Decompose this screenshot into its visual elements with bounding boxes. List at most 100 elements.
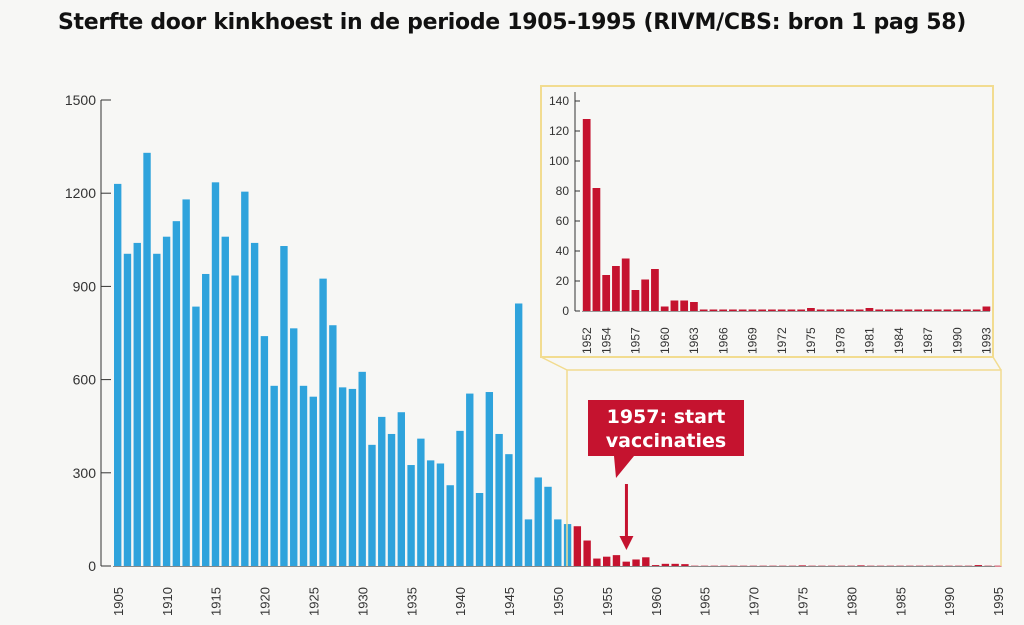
- bar-1957: [622, 561, 630, 566]
- bar-1914: [202, 273, 210, 566]
- bar-1959: [642, 557, 650, 566]
- inset-y-tick-label: 80: [556, 184, 570, 198]
- bar-1916: [221, 236, 229, 566]
- inset-bar-1987: [924, 309, 932, 311]
- inset-y-tick-label: 40: [556, 244, 570, 258]
- bar-1956: [612, 555, 621, 566]
- inset-bar-1952: [582, 119, 591, 311]
- y-tick-label: 900: [73, 278, 97, 294]
- x-tick-label: 1955: [600, 587, 615, 616]
- inset-bar-1971: [768, 309, 776, 311]
- inset-bar-1988: [933, 309, 942, 311]
- x-tick-label: 1930: [355, 587, 370, 616]
- bar-1939: [446, 485, 454, 566]
- bar-1948: [534, 477, 542, 566]
- x-tick-label: 1905: [111, 587, 126, 616]
- bar-1923: [290, 328, 298, 566]
- bar-1931: [368, 444, 376, 566]
- bar-1947: [524, 519, 533, 566]
- bar-1926: [319, 278, 327, 566]
- inset-bar-1978: [836, 309, 845, 311]
- inset-x-tick-label: 1981: [863, 327, 877, 354]
- bar-1953: [583, 540, 591, 566]
- vaccination-callout: 1957: start vaccinaties: [588, 400, 744, 550]
- inset-bar-1989: [943, 309, 952, 311]
- inset-x-tick-label: 1952: [580, 327, 594, 354]
- bar-1932: [378, 416, 386, 566]
- inset-bar-1961: [670, 300, 679, 311]
- inset-y-tick-label: 140: [549, 94, 569, 108]
- y-tick-label: 300: [73, 465, 97, 481]
- inset-bar-1993: [982, 306, 991, 311]
- inset-bar-1956: [621, 258, 630, 311]
- bar-1937: [426, 460, 435, 566]
- inset-x-tick-label: 1993: [980, 327, 994, 354]
- inset-bar-1964: [699, 309, 708, 311]
- inset-x-tick-label: 1954: [599, 327, 613, 354]
- inset-x-tick-label: 1960: [658, 327, 672, 354]
- inset-bar-1980: [855, 309, 864, 311]
- inset-bar-1953: [592, 188, 601, 311]
- connector-outline: [566, 369, 1002, 566]
- main-y-axis: 0 300 600 900 1200 1500: [65, 92, 111, 574]
- inset-bar-1985: [904, 309, 913, 311]
- bar-1945: [505, 454, 513, 566]
- x-tick-label: 1940: [453, 587, 468, 616]
- bar-1950: [554, 519, 562, 566]
- bar-1962: [671, 563, 679, 566]
- x-tick-label: 1980: [844, 587, 859, 616]
- y-tick-label: 1500: [65, 92, 96, 108]
- inset-x-tick-label: 1987: [921, 327, 935, 354]
- bar-1938: [436, 463, 445, 566]
- inset-bar-1962: [680, 300, 689, 311]
- x-tick-label: 1975: [795, 587, 810, 616]
- inset-x-tick-label: 1984: [892, 327, 906, 354]
- bar-1925: [309, 396, 317, 566]
- callout-label-line2: vaccinaties: [606, 430, 726, 452]
- bar-1963: [681, 564, 689, 566]
- inset-bar-1969: [748, 309, 757, 311]
- x-tick-label: 1945: [502, 587, 517, 616]
- x-tick-label: 1910: [160, 587, 175, 616]
- x-tick-label: 1915: [209, 587, 224, 616]
- inset-bar-1984: [894, 309, 903, 311]
- inset-y-tick-label: 20: [556, 274, 570, 288]
- inset-bar-1972: [777, 309, 786, 311]
- bar-1941: [466, 393, 474, 566]
- bar-1917: [231, 275, 239, 566]
- inset-bar-1970: [758, 309, 767, 311]
- inset-bar-1963: [690, 302, 698, 311]
- bar-1934: [397, 412, 405, 566]
- bar-1921: [270, 385, 278, 566]
- chart-title: Sterfte door kinkhoest in de periode 190…: [57, 10, 967, 35]
- bar-1919: [250, 242, 259, 566]
- bar-1958: [632, 559, 640, 566]
- bar-1928: [338, 387, 347, 566]
- inset-bar-1992: [972, 309, 981, 311]
- main-bars: [114, 152, 1002, 567]
- inset-x-tick-label: 1972: [775, 327, 789, 354]
- bar-1920: [260, 336, 269, 566]
- bar-1907: [133, 242, 141, 566]
- y-tick-label: 1200: [65, 185, 96, 201]
- inset-bar-1976: [816, 309, 825, 311]
- bar-1906: [123, 253, 132, 566]
- inset-bar-1955: [612, 266, 620, 311]
- bar-1913: [192, 306, 200, 566]
- connector-left: [540, 356, 568, 371]
- inset-bar-1990: [953, 309, 962, 311]
- inset-bar-1982: [875, 309, 884, 311]
- bar-1911: [172, 221, 181, 566]
- inset-y-tick-label: 60: [556, 214, 570, 228]
- inset-bar-1957: [631, 290, 640, 311]
- inset-bar-1977: [826, 309, 835, 311]
- inset-bar-1968: [738, 309, 747, 311]
- inset-bar-1975: [807, 308, 815, 311]
- y-tick-label: 600: [73, 372, 97, 388]
- bar-1940: [456, 430, 464, 566]
- bar-1927: [329, 325, 337, 566]
- x-tick-label: 1925: [306, 587, 321, 616]
- bar-1949: [544, 486, 552, 566]
- bar-1935: [407, 465, 415, 566]
- bar-1936: [417, 438, 425, 566]
